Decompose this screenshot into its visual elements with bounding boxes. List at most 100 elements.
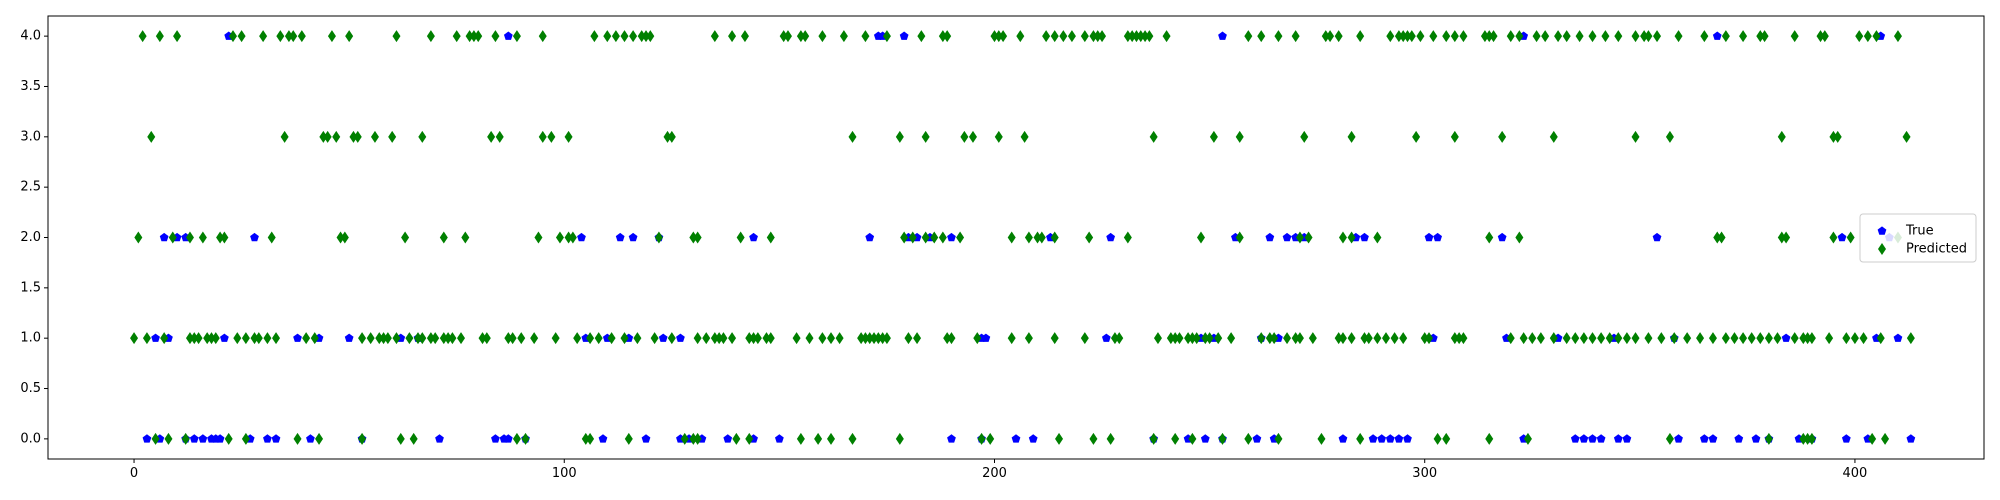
predicted-point [594, 332, 603, 345]
y-tick-label: 3.0 [20, 129, 41, 144]
predicted-point [637, 30, 646, 43]
predicted-point [358, 432, 367, 445]
x-tick-label: 200 [982, 466, 1007, 481]
predicted-point [1777, 231, 1786, 244]
predicted-point [1192, 332, 1201, 345]
predicted-point [1485, 231, 1494, 244]
predicted-point [1747, 332, 1756, 345]
true-point [1699, 434, 1709, 443]
predicted-point [693, 432, 702, 445]
true-point [503, 31, 513, 40]
predicted-point [413, 332, 422, 345]
predicted-point [1106, 432, 1115, 445]
true-point [1360, 232, 1369, 242]
true-point [775, 434, 784, 443]
predicted-point [1700, 30, 1709, 43]
predicted-point [1123, 30, 1132, 43]
predicted-point [986, 432, 995, 445]
true-point [306, 434, 315, 443]
predicted-point [1825, 332, 1834, 345]
predicted-point [1338, 231, 1347, 244]
predicted-point [689, 432, 698, 445]
predicted-point [921, 231, 930, 244]
predicted-point [749, 332, 758, 345]
predicted-point [1562, 30, 1571, 43]
predicted-point [1080, 332, 1089, 345]
predicted-point [426, 332, 435, 345]
true-point [189, 434, 199, 443]
predicted-point [409, 432, 418, 445]
predicted-point [396, 432, 405, 445]
predicted-point [1317, 432, 1326, 445]
predicted-point [1833, 130, 1842, 143]
predicted-point [1162, 30, 1171, 43]
predicted-point [564, 130, 573, 143]
predicted-point [547, 130, 556, 143]
true-point [1734, 434, 1744, 443]
predicted-point [1184, 332, 1193, 345]
predicted-point [220, 231, 229, 244]
predicted-point [943, 332, 952, 345]
predicted-point [431, 332, 440, 345]
predicted-point [1579, 332, 1588, 345]
predicted-point [1622, 332, 1631, 345]
predicted-point [968, 130, 977, 143]
predicted-point [1412, 130, 1421, 143]
predicted-point [1803, 432, 1812, 445]
predicted-point [710, 30, 719, 43]
predicted-point [1171, 432, 1180, 445]
true-point [142, 434, 152, 443]
predicted-point [1334, 30, 1343, 43]
predicted-point [452, 30, 461, 43]
predicted-point [1717, 231, 1726, 244]
predicted-point [1665, 432, 1674, 445]
predicted-point [848, 432, 857, 445]
predicted-point [1506, 30, 1515, 43]
predicted-point [999, 30, 1008, 43]
predicted-point [418, 332, 427, 345]
true-point [1433, 232, 1442, 242]
predicted-point [874, 332, 883, 345]
predicted-point [1128, 30, 1137, 43]
predicted-point [289, 30, 298, 43]
predicted-point [857, 332, 866, 345]
predicted-point [1257, 332, 1266, 345]
predicted-point [1459, 30, 1468, 43]
predicted-point [392, 30, 401, 43]
predicted-point [1519, 332, 1528, 345]
predicted-point [715, 332, 724, 345]
predicted-point [1326, 30, 1335, 43]
predicted-point [284, 30, 293, 43]
predicted-point [642, 30, 651, 43]
predicted-point [1773, 332, 1782, 345]
predicted-point [1227, 332, 1236, 345]
predicted-point [1683, 332, 1692, 345]
predicted-point [508, 332, 517, 345]
legend-marker-glyph [1877, 226, 1887, 235]
true-point [151, 333, 160, 342]
predicted-point [1188, 332, 1197, 345]
predicted-point [710, 332, 719, 345]
predicted-point [1429, 30, 1438, 43]
predicted-point [1059, 30, 1068, 43]
predicted-point [168, 231, 177, 244]
predicted-point [1403, 30, 1412, 43]
predicted-point [1171, 332, 1180, 345]
predicted-point [663, 130, 672, 143]
predicted-point [1536, 332, 1545, 345]
predicted-point [904, 332, 913, 345]
predicted-point [1360, 332, 1369, 345]
predicted-point [1782, 231, 1791, 244]
y-tick-label: 0.0 [20, 431, 41, 446]
predicted-point [848, 130, 857, 143]
predicted-point [762, 332, 771, 345]
predicted-point [590, 30, 599, 43]
true-point [658, 333, 668, 342]
legend-marker-glyph [1878, 243, 1886, 255]
x-tick-label: 400 [1843, 466, 1868, 481]
predicted-point [620, 30, 629, 43]
true-point [947, 232, 956, 242]
predicted-point [1571, 332, 1580, 345]
predicted-point [1760, 30, 1769, 43]
predicted-point [173, 30, 182, 43]
